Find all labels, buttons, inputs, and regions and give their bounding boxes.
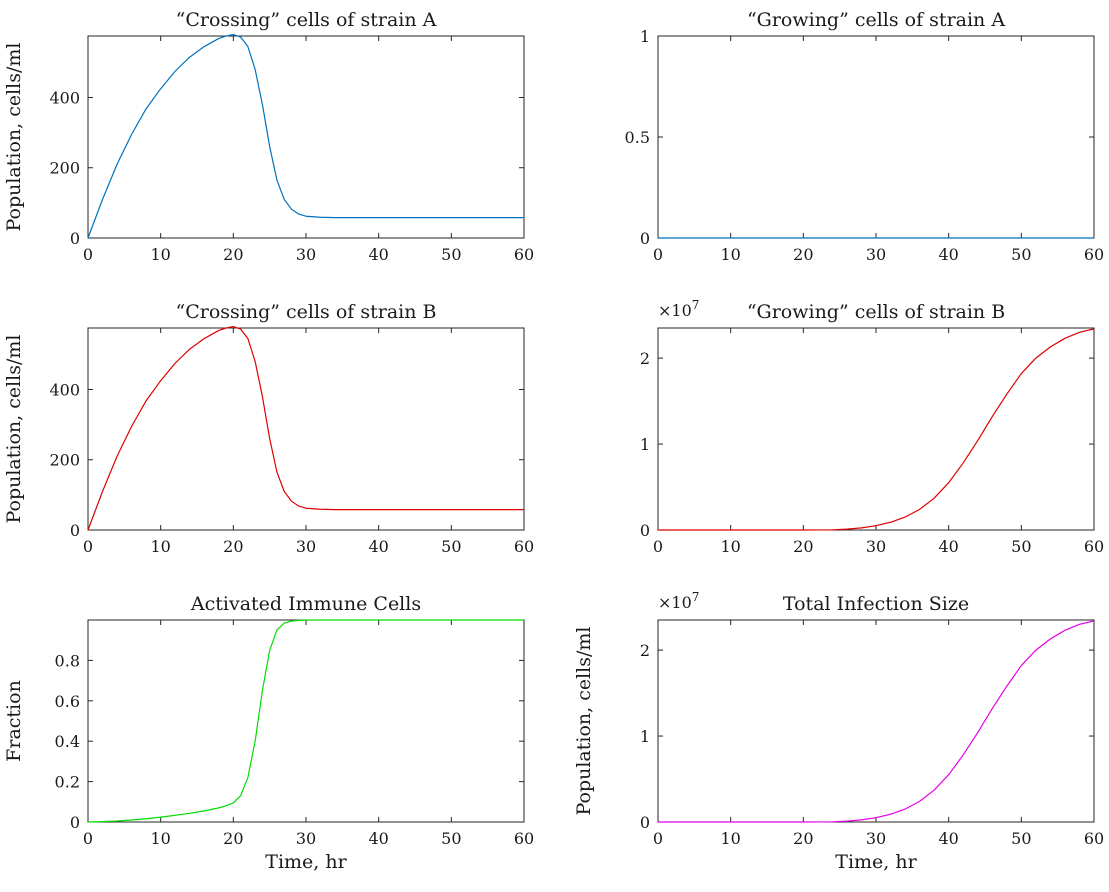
x-tick-label: 50 [441,829,461,848]
x-tick-label: 10 [150,537,170,556]
chart-crossing-a: 0 10 20 30 40 50 60 0 200 400 “Crossing” cells of … [3,9,534,264]
axes-box [87,35,525,239]
y-tick-label: 1 [640,27,650,46]
x-tick-label: 40 [368,829,388,848]
axes-box [87,619,525,823]
axes-box [657,619,1095,823]
x-tick-label: 20 [223,245,243,264]
x-tick-label: 50 [441,537,461,556]
y-tick-label: 200 [49,451,80,470]
x-tick-label: 10 [150,245,170,264]
x-tick-label: 20 [793,245,813,264]
x-tick-label: 10 [720,245,740,264]
y-tick-label: 0 [70,813,80,832]
x-tick-label: 40 [938,829,958,848]
x-tick-label: 50 [441,245,461,264]
x-tick-label: 0 [83,537,93,556]
chart-title: Activated Immune Cells [190,593,421,615]
x-tick-label: 50 [1011,829,1031,848]
x-tick-label: 60 [1084,245,1104,264]
chart-growing-a: 0 10 20 30 40 50 60 0 0.5 1 “Growing” cells of str… [625,9,1105,264]
y-tick-label: 400 [49,88,80,107]
x-tick-label: 30 [866,245,886,264]
chart-total: 0 10 20 30 40 50 60 0 1 2 Total Infection Size ×107… [573,590,1104,873]
y-tick-label: 0.6 [55,692,80,711]
chart-title: Total Infection Size [783,593,969,615]
x-tick-label: 20 [793,829,813,848]
y-tick-label: 0.2 [55,773,80,792]
axes-box [87,327,525,531]
y-tick-label: 0 [640,229,650,248]
x-tick-label: 40 [938,537,958,556]
x-tick-label: 20 [223,829,243,848]
y-exponent-label: ×107 [658,298,699,320]
chart-growing-b: 0 10 20 30 40 50 60 0 1 2 “Growing” cells of strai… [640,298,1104,556]
axes-box [657,35,1095,239]
y-exponent-power: 7 [692,590,700,604]
y-tick-label: 1 [640,727,650,746]
y-axis-label: Population, cells/ml [3,42,25,231]
x-tick-label: 50 [1011,537,1031,556]
x-tick-label: 30 [296,245,316,264]
y-tick-label: 0 [640,521,650,540]
x-tick-label: 0 [83,829,93,848]
chart-title: “Growing” cells of strain B [747,301,1005,323]
x-tick-label: 50 [1011,245,1031,264]
y-tick-label: 0.5 [625,128,650,147]
chart-title: “Growing” cells of strain A [747,9,1005,31]
axes-box [657,327,1095,531]
y-tick-label: 0 [640,813,650,832]
x-tick-label: 0 [653,245,663,264]
x-tick-label: 20 [223,537,243,556]
y-exponent-base: ×10 [658,593,692,612]
x-tick-label: 30 [296,537,316,556]
y-tick-label: 0 [70,521,80,540]
x-tick-label: 60 [514,245,534,264]
y-tick-label: 2 [640,349,650,368]
y-axis-label: Population, cells/ml [573,626,595,815]
x-tick-label: 10 [720,537,740,556]
x-tick-label: 30 [866,537,886,556]
y-tick-label: 1 [640,435,650,454]
y-axis-label: Fraction [3,680,25,762]
y-tick-label: 0.4 [55,732,80,751]
chart-title: “Crossing” cells of strain A [176,9,437,31]
series-line [658,328,1095,531]
x-tick-label: 20 [793,537,813,556]
y-axis-label: Population, cells/ml [3,334,25,523]
chart-title: “Crossing” cells of strain B [176,301,437,323]
x-tick-label: 30 [866,829,886,848]
series-line [87,619,524,823]
y-tick-label: 400 [49,380,80,399]
x-tick-label: 40 [368,245,388,264]
chart-immune: 0 10 20 30 40 50 60 0 0.2 0.4 0.6 0.8 Activated Immu… [3,593,534,873]
x-tick-label: 60 [514,537,534,556]
x-tick-label: 60 [514,829,534,848]
y-exponent-power: 7 [692,298,700,312]
x-tick-label: 10 [720,829,740,848]
x-tick-label: 0 [83,245,93,264]
y-tick-label: 200 [49,159,80,178]
y-tick-label: 0 [70,229,80,248]
y-tick-label: 0.8 [55,651,80,670]
x-tick-label: 60 [1084,829,1104,848]
x-tick-label: 0 [653,537,663,556]
series-line [658,620,1095,823]
x-axis-label: Time, hr [835,851,917,873]
x-tick-label: 0 [653,829,663,848]
y-exponent-label: ×107 [658,590,699,612]
y-tick-label: 2 [640,641,650,660]
chart-crossing-b: 0 10 20 30 40 50 60 0 200 400 “Crossing” cells of … [3,301,534,556]
series-line [87,325,524,531]
x-tick-label: 40 [938,245,958,264]
x-tick-label: 10 [150,829,170,848]
y-exponent-base: ×10 [658,301,692,320]
series-line [87,33,524,239]
x-tick-label: 30 [296,829,316,848]
x-tick-label: 60 [1084,537,1104,556]
x-tick-label: 40 [368,537,388,556]
x-axis-label: Time, hr [265,851,347,873]
